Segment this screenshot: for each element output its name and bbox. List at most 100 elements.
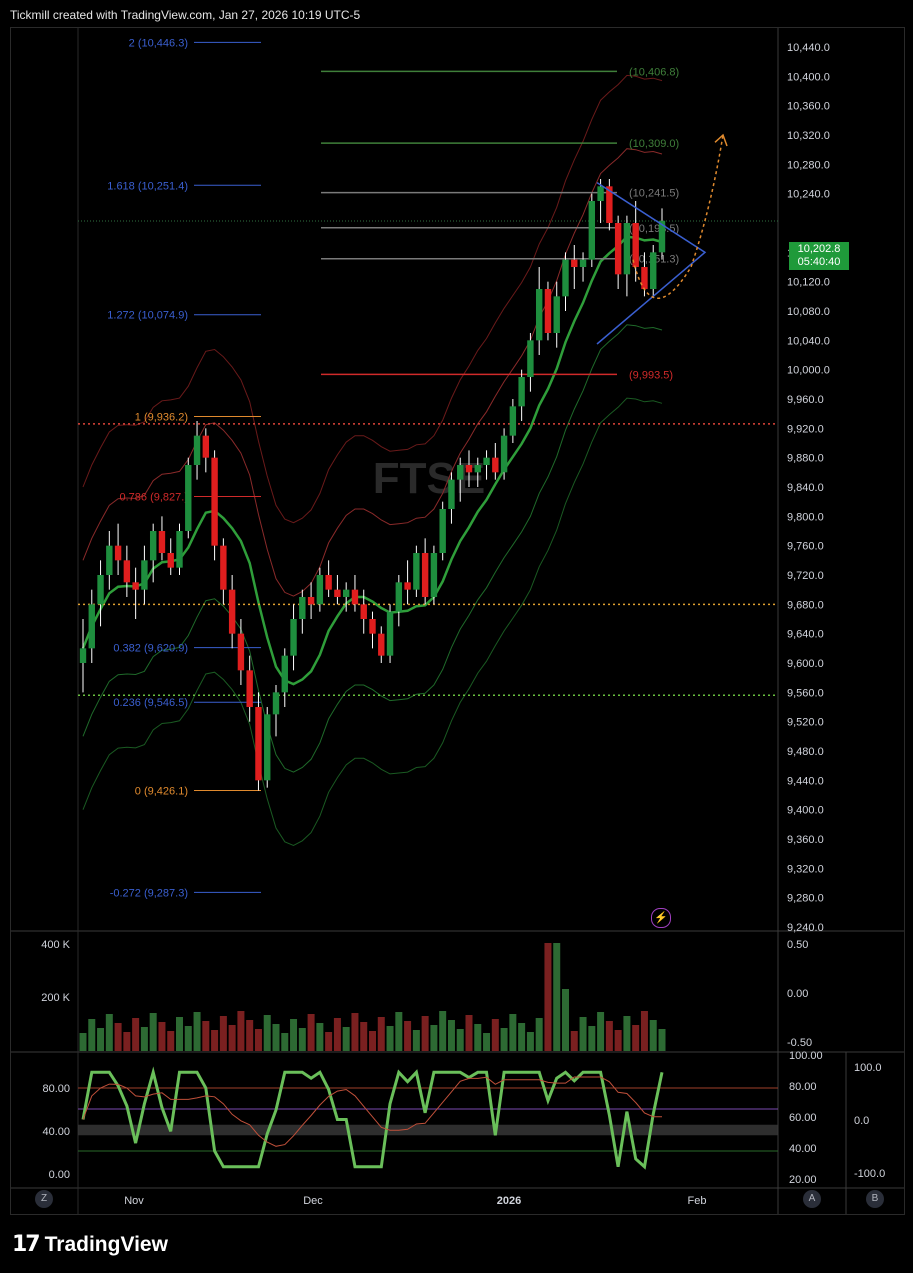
volume-bar <box>316 1023 324 1051</box>
candle-up <box>141 560 148 590</box>
volume-bar <box>588 1026 596 1051</box>
volume-bar <box>333 1018 341 1051</box>
z-button[interactable]: Z <box>35 1190 53 1208</box>
candle-up <box>272 692 280 715</box>
band-line <box>82 148 663 597</box>
time-axis: Nov Dec 2026 Feb <box>124 1195 706 1207</box>
volume-bar <box>430 1025 438 1051</box>
volume-bar <box>377 1017 385 1051</box>
fib-level-label: 1 (9,936.2) <box>135 411 188 423</box>
chart-frame[interactable]: FTSE 2 (10,446.3) 1.618 (10,251.4) 1.272 (… <box>10 27 905 1215</box>
oscillator-left-label: 0.00 <box>49 1169 70 1181</box>
band-line <box>82 324 663 773</box>
price-tick-label: 10,320.0 <box>787 130 830 142</box>
candle-down <box>641 267 648 289</box>
volume-bar <box>342 1027 350 1051</box>
volume-bar <box>500 1028 508 1051</box>
volume-bar <box>219 1016 227 1051</box>
price-tick-label: 10,240.0 <box>787 189 830 201</box>
volume-bar <box>325 1032 333 1051</box>
current-price-value: 10,202.8 <box>797 243 841 255</box>
oscillator-far-right-label: 100.0 <box>854 1062 882 1074</box>
candle-down <box>544 289 552 333</box>
candle-up <box>149 531 157 561</box>
volume-bar <box>632 1025 640 1051</box>
b-button[interactable]: B <box>866 1190 884 1208</box>
volume-bar <box>447 1020 455 1051</box>
candle-up <box>518 377 525 407</box>
time-tick-label: Feb <box>688 1195 707 1207</box>
time-tick-label: Nov <box>124 1195 144 1207</box>
horizontal-lines <box>78 220 778 697</box>
band-line <box>82 74 663 524</box>
candle-down <box>378 633 385 656</box>
a-button[interactable]: A <box>803 1190 821 1208</box>
fib-level-label: 0.382 (9,620.9) <box>113 643 188 655</box>
price-tick-label: 9,440.0 <box>787 775 824 787</box>
volume-bar <box>456 1029 464 1051</box>
volume-bar <box>553 943 561 1051</box>
oscillator-far-right-label: -100.0 <box>854 1168 885 1180</box>
oscillator-right-label: 60.00 <box>789 1112 817 1124</box>
volume-bar <box>149 1013 157 1051</box>
candle-up <box>386 611 394 656</box>
volume-bar <box>184 1026 192 1051</box>
volume-bar <box>211 1030 219 1051</box>
candle-up <box>597 186 604 201</box>
candle-up <box>299 597 306 619</box>
volume-bar <box>535 1018 543 1051</box>
candle-up <box>79 648 87 663</box>
candle-up <box>316 575 324 605</box>
volume-bar <box>562 989 569 1051</box>
band-line <box>82 397 663 846</box>
candle-down <box>571 259 578 267</box>
fib-target-label: (10,241.5) <box>629 188 679 200</box>
oscillator-right-label: 100.00 <box>789 1050 823 1062</box>
candle-up <box>185 465 192 531</box>
volume-right-axis-label: 0.00 <box>787 988 808 1000</box>
chart-canvas[interactable]: FTSE 2 (10,446.3) 1.618 (10,251.4) 1.272 (… <box>11 28 904 1214</box>
candle-up <box>650 252 657 289</box>
price-tick-label: 9,680.0 <box>787 599 824 611</box>
candle-down <box>369 619 376 634</box>
candle-countdown: 05:40:40 <box>797 256 841 268</box>
candle-down <box>606 186 613 223</box>
candle-up <box>509 406 517 436</box>
fib-target-label: (9,993.5) <box>629 369 673 381</box>
projection-path <box>632 134 724 299</box>
candle-up <box>430 553 438 597</box>
fib-level-label: -0.272 (9,287.3) <box>110 887 188 899</box>
volume-bar <box>395 1012 403 1051</box>
volume-bar <box>351 1013 359 1051</box>
candle-down <box>307 597 315 605</box>
volume-bar <box>237 1011 245 1051</box>
volume-bar <box>649 1020 657 1051</box>
candle-down <box>228 589 236 634</box>
volume-bar <box>88 1019 96 1051</box>
volume-right-axis-label: -0.50 <box>787 1037 812 1049</box>
price-tick-label: 9,400.0 <box>787 805 824 817</box>
price-tick-label: 9,960.0 <box>787 394 824 406</box>
volume-bar <box>509 1014 517 1051</box>
chart-attribution: Tickmill created with TradingView.com, J… <box>10 8 361 22</box>
price-tick-label: 9,280.0 <box>787 893 824 905</box>
volume-bar <box>176 1017 183 1051</box>
volume-bar <box>202 1021 210 1051</box>
oscillator-panel: 80.00 40.00 0.00 100.00 80.00 60.00 40.00 20.00… <box>42 1050 885 1186</box>
candle-down <box>237 633 245 671</box>
oscillator-right-label: 20.00 <box>789 1174 817 1186</box>
time-tick-label: Dec <box>303 1195 323 1207</box>
volume-bar <box>570 1031 578 1051</box>
lightning-icon[interactable]: ⚡ <box>651 908 671 928</box>
volume-bar <box>307 1014 315 1051</box>
projection-arrow-icon <box>714 133 728 147</box>
volume-right-axis-label: 0.50 <box>787 939 808 951</box>
volume-bar <box>518 1023 526 1051</box>
triangle-pattern <box>596 133 728 345</box>
volume-bar <box>114 1023 122 1051</box>
candle-down <box>465 465 473 473</box>
candle-up <box>553 296 560 333</box>
candle-up <box>106 545 113 575</box>
candle-up <box>448 479 455 509</box>
volume-bar <box>246 1020 254 1051</box>
